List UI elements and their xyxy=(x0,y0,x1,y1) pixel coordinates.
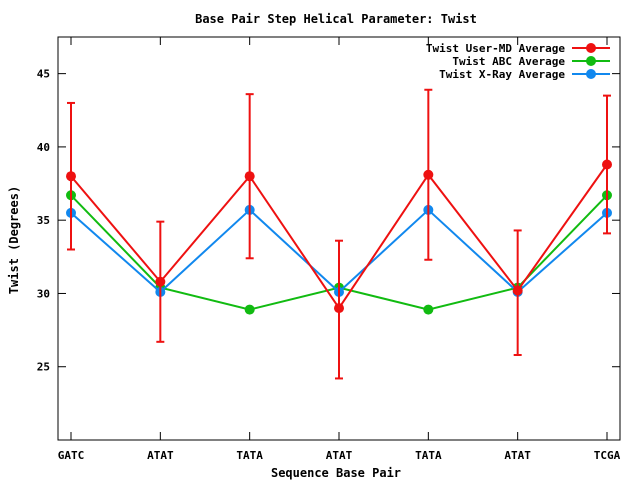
legend-marker xyxy=(586,69,596,79)
legend-label: Twist ABC Average xyxy=(452,55,565,68)
y-axis: 25 30 35 40 45 xyxy=(37,68,620,374)
data-point xyxy=(66,171,76,182)
x-tick-label: TCGA xyxy=(594,449,621,462)
y-tick-label: 25 xyxy=(37,361,50,374)
x-tick-label: TATA xyxy=(236,449,263,462)
series-layer xyxy=(66,88,612,380)
legend-label: Twist User-MD Average xyxy=(426,42,565,55)
y-tick-label: 35 xyxy=(37,214,50,227)
y-tick-label: 45 xyxy=(37,68,50,81)
x-axis: GATC ATAT TATA ATAT TATA ATAT TCGA xyxy=(58,37,621,462)
data-point xyxy=(244,171,255,182)
data-point xyxy=(602,159,612,170)
x-axis-label: Sequence Base Pair xyxy=(271,466,401,480)
series-0 xyxy=(66,88,612,380)
x-tick-label: GATC xyxy=(58,449,85,462)
y-axis-label: Twist (Degrees) xyxy=(7,186,21,294)
y-tick-label: 30 xyxy=(37,287,50,300)
x-tick-label: ATAT xyxy=(326,449,353,462)
data-point xyxy=(423,304,434,315)
data-point xyxy=(423,169,434,180)
x-tick-label: ATAT xyxy=(504,449,531,462)
data-point xyxy=(155,276,166,287)
y-tick-label: 40 xyxy=(37,141,50,154)
legend-marker xyxy=(586,43,596,53)
legend-label: Twist X-Ray Average xyxy=(439,68,565,81)
chart-title: Base Pair Step Helical Parameter: Twist xyxy=(195,12,477,26)
data-point xyxy=(244,304,255,315)
data-point xyxy=(334,303,344,314)
x-tick-label: ATAT xyxy=(147,449,174,462)
x-tick-label: TATA xyxy=(415,449,442,462)
legend-marker xyxy=(586,56,596,66)
data-point xyxy=(512,285,523,296)
